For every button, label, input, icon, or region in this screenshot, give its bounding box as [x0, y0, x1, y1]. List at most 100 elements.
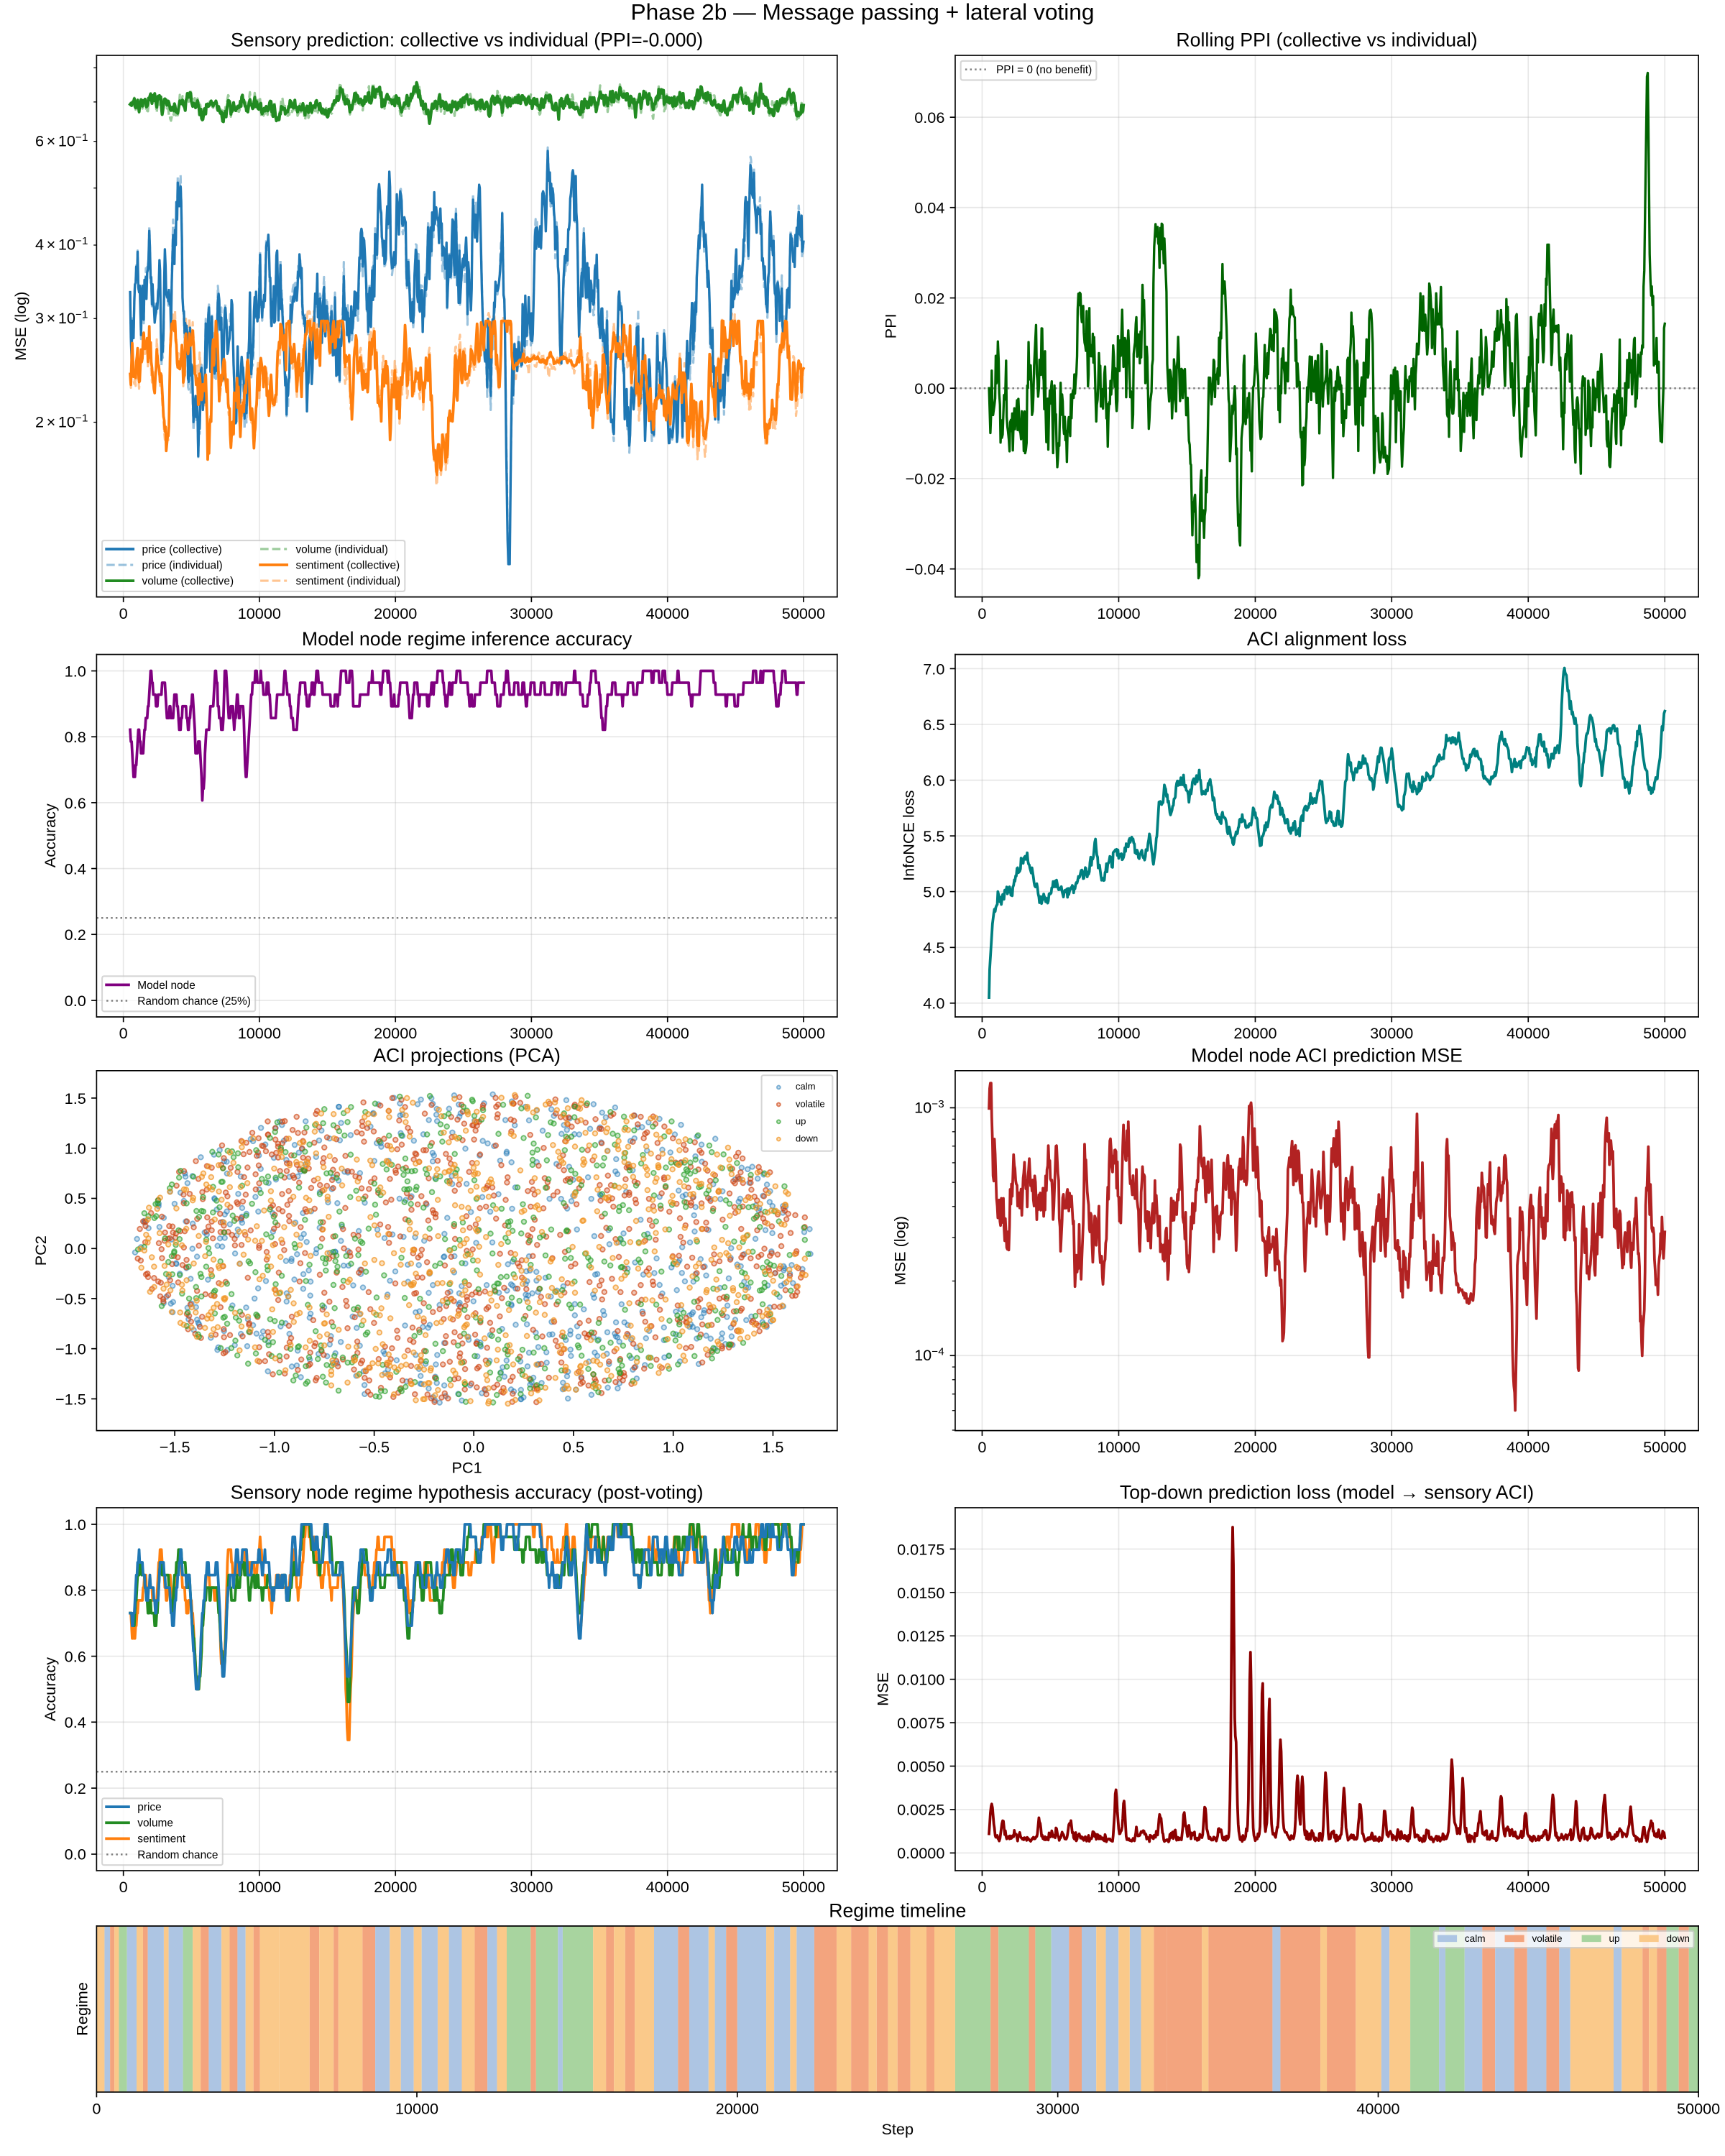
svg-text:down: down — [796, 1133, 818, 1143]
svg-text:10000: 10000 — [238, 604, 281, 622]
svg-text:0.4: 0.4 — [65, 1713, 86, 1731]
svg-text:7.0: 7.0 — [923, 660, 944, 678]
svg-text:−1.5: −1.5 — [160, 1438, 190, 1456]
svg-text:0.8: 0.8 — [65, 728, 86, 746]
svg-text:sentiment (individual): sentiment (individual) — [295, 576, 400, 588]
svg-text:0.5: 0.5 — [65, 1189, 86, 1207]
svg-text:0.6: 0.6 — [65, 794, 86, 812]
svg-text:30000: 30000 — [510, 604, 553, 622]
svg-text:20000: 20000 — [1233, 1438, 1276, 1456]
svg-text:40000: 40000 — [1506, 1438, 1550, 1456]
svg-text:1 0 − 3: 1 0 − 3 — [914, 1087, 944, 1119]
svg-text:40000: 40000 — [1506, 604, 1550, 622]
svg-text:0.2: 0.2 — [65, 926, 86, 944]
svg-text:20000: 20000 — [374, 604, 417, 622]
svg-text:0.8: 0.8 — [65, 1582, 86, 1600]
svg-text:1.0: 1.0 — [663, 1438, 684, 1456]
svg-text:sentiment (collective): sentiment (collective) — [295, 559, 400, 571]
svg-text:10000: 10000 — [1097, 604, 1140, 622]
svg-text:−1.0: −1.0 — [259, 1438, 290, 1456]
svg-text:0.0125: 0.0125 — [897, 1627, 944, 1645]
svg-text:10000: 10000 — [1097, 1438, 1140, 1456]
svg-text:Regime: Regime — [73, 1982, 91, 2036]
svg-text:6.5: 6.5 — [923, 716, 944, 734]
svg-text:Random chance: Random chance — [137, 1849, 218, 1861]
svg-text:Sensory prediction: collective: Sensory prediction: collective vs indivi… — [231, 29, 703, 51]
svg-text:−0.02: −0.02 — [906, 470, 945, 488]
svg-text:5.0: 5.0 — [923, 883, 944, 901]
svg-text:40000: 40000 — [646, 1878, 689, 1896]
svg-text:0.0075: 0.0075 — [897, 1714, 944, 1732]
svg-text:InfoNCE loss: InfoNCE loss — [899, 790, 917, 881]
svg-text:0.4: 0.4 — [65, 860, 86, 877]
svg-text:−1.5: −1.5 — [55, 1390, 86, 1408]
svg-text:30000: 30000 — [1370, 1438, 1413, 1456]
svg-text:0.04: 0.04 — [914, 199, 944, 217]
svg-text:50000: 50000 — [1643, 604, 1686, 622]
svg-text:6 × 1 0 − 1: 6 × 1 0 − 1 — [35, 120, 88, 152]
svg-text:30000: 30000 — [1370, 604, 1413, 622]
svg-text:0: 0 — [978, 604, 986, 622]
svg-text:−0.5: −0.5 — [359, 1438, 390, 1456]
svg-text:1.0: 1.0 — [65, 662, 86, 680]
svg-text:0.0: 0.0 — [65, 1846, 86, 1864]
svg-text:20000: 20000 — [374, 1878, 417, 1896]
svg-text:10000: 10000 — [1097, 1878, 1140, 1896]
svg-text:Step: Step — [881, 2120, 914, 2138]
svg-text:40000: 40000 — [1506, 1024, 1550, 1042]
svg-text:10000: 10000 — [1097, 1024, 1140, 1042]
svg-text:40000: 40000 — [1506, 1878, 1550, 1896]
svg-text:10000: 10000 — [395, 2099, 438, 2117]
svg-text:0.02: 0.02 — [914, 289, 944, 307]
svg-text:20000: 20000 — [374, 1024, 417, 1042]
svg-text:40000: 40000 — [1356, 2099, 1399, 2117]
svg-text:calm: calm — [1465, 1933, 1486, 1944]
svg-text:PPI: PPI — [882, 313, 900, 338]
svg-text:0: 0 — [978, 1438, 986, 1456]
svg-text:50000: 50000 — [782, 604, 825, 622]
svg-text:0.0: 0.0 — [463, 1438, 484, 1456]
svg-text:20000: 20000 — [1233, 1878, 1276, 1896]
svg-text:0.5: 0.5 — [563, 1438, 584, 1456]
svg-text:Top-down prediction loss (mode: Top-down prediction loss (model → sensor… — [1120, 1481, 1534, 1503]
svg-text:50000: 50000 — [1677, 2099, 1720, 2117]
svg-text:PC1: PC1 — [452, 1459, 482, 1477]
svg-text:0.0000: 0.0000 — [897, 1844, 944, 1862]
svg-text:1 0 − 4: 1 0 − 4 — [914, 1334, 944, 1366]
svg-text:MSE (log): MSE (log) — [891, 1216, 908, 1285]
svg-text:volume (individual): volume (individual) — [295, 543, 387, 556]
svg-text:volatile: volatile — [796, 1098, 825, 1109]
svg-text:3 × 1 0 − 1: 3 × 1 0 − 1 — [35, 298, 88, 330]
svg-text:6.0: 6.0 — [923, 771, 944, 789]
svg-text:1.0: 1.0 — [65, 1516, 86, 1534]
svg-text:1.5: 1.5 — [65, 1089, 86, 1107]
svg-text:0.0150: 0.0150 — [897, 1584, 944, 1602]
svg-text:Sensory node regime hypothesis: Sensory node regime hypothesis accuracy … — [231, 1481, 704, 1503]
svg-text:down: down — [1667, 1933, 1690, 1944]
svg-text:0.6: 0.6 — [65, 1648, 86, 1666]
svg-text:0: 0 — [978, 1024, 986, 1042]
svg-text:Accuracy: Accuracy — [41, 803, 59, 867]
svg-text:0: 0 — [119, 1878, 128, 1896]
svg-text:5.5: 5.5 — [923, 827, 944, 845]
svg-text:0.06: 0.06 — [914, 109, 944, 126]
svg-text:ACI alignment loss: ACI alignment loss — [1247, 628, 1407, 650]
svg-text:20000: 20000 — [716, 2099, 759, 2117]
svg-text:0: 0 — [978, 1878, 986, 1896]
svg-text:calm: calm — [796, 1081, 816, 1092]
svg-text:0.2: 0.2 — [65, 1779, 86, 1797]
svg-text:0.00: 0.00 — [914, 379, 944, 397]
svg-text:Rolling PPI (collective vs ind: Rolling PPI (collective vs individual) — [1176, 29, 1477, 51]
svg-text:30000: 30000 — [1036, 2099, 1080, 2117]
svg-text:4.0: 4.0 — [923, 995, 944, 1013]
svg-text:Model node regime inference ac: Model node regime inference accuracy — [302, 628, 632, 650]
svg-text:Accuracy: Accuracy — [41, 1657, 59, 1721]
svg-text:price (individual): price (individual) — [142, 559, 223, 571]
svg-text:50000: 50000 — [1643, 1878, 1686, 1896]
svg-text:0: 0 — [119, 604, 128, 622]
svg-text:Random chance (25%): Random chance (25%) — [137, 995, 251, 1008]
svg-text:0: 0 — [92, 2099, 101, 2117]
svg-text:price: price — [137, 1802, 161, 1814]
svg-text:0.0175: 0.0175 — [897, 1540, 944, 1558]
svg-text:up: up — [1609, 1933, 1620, 1944]
